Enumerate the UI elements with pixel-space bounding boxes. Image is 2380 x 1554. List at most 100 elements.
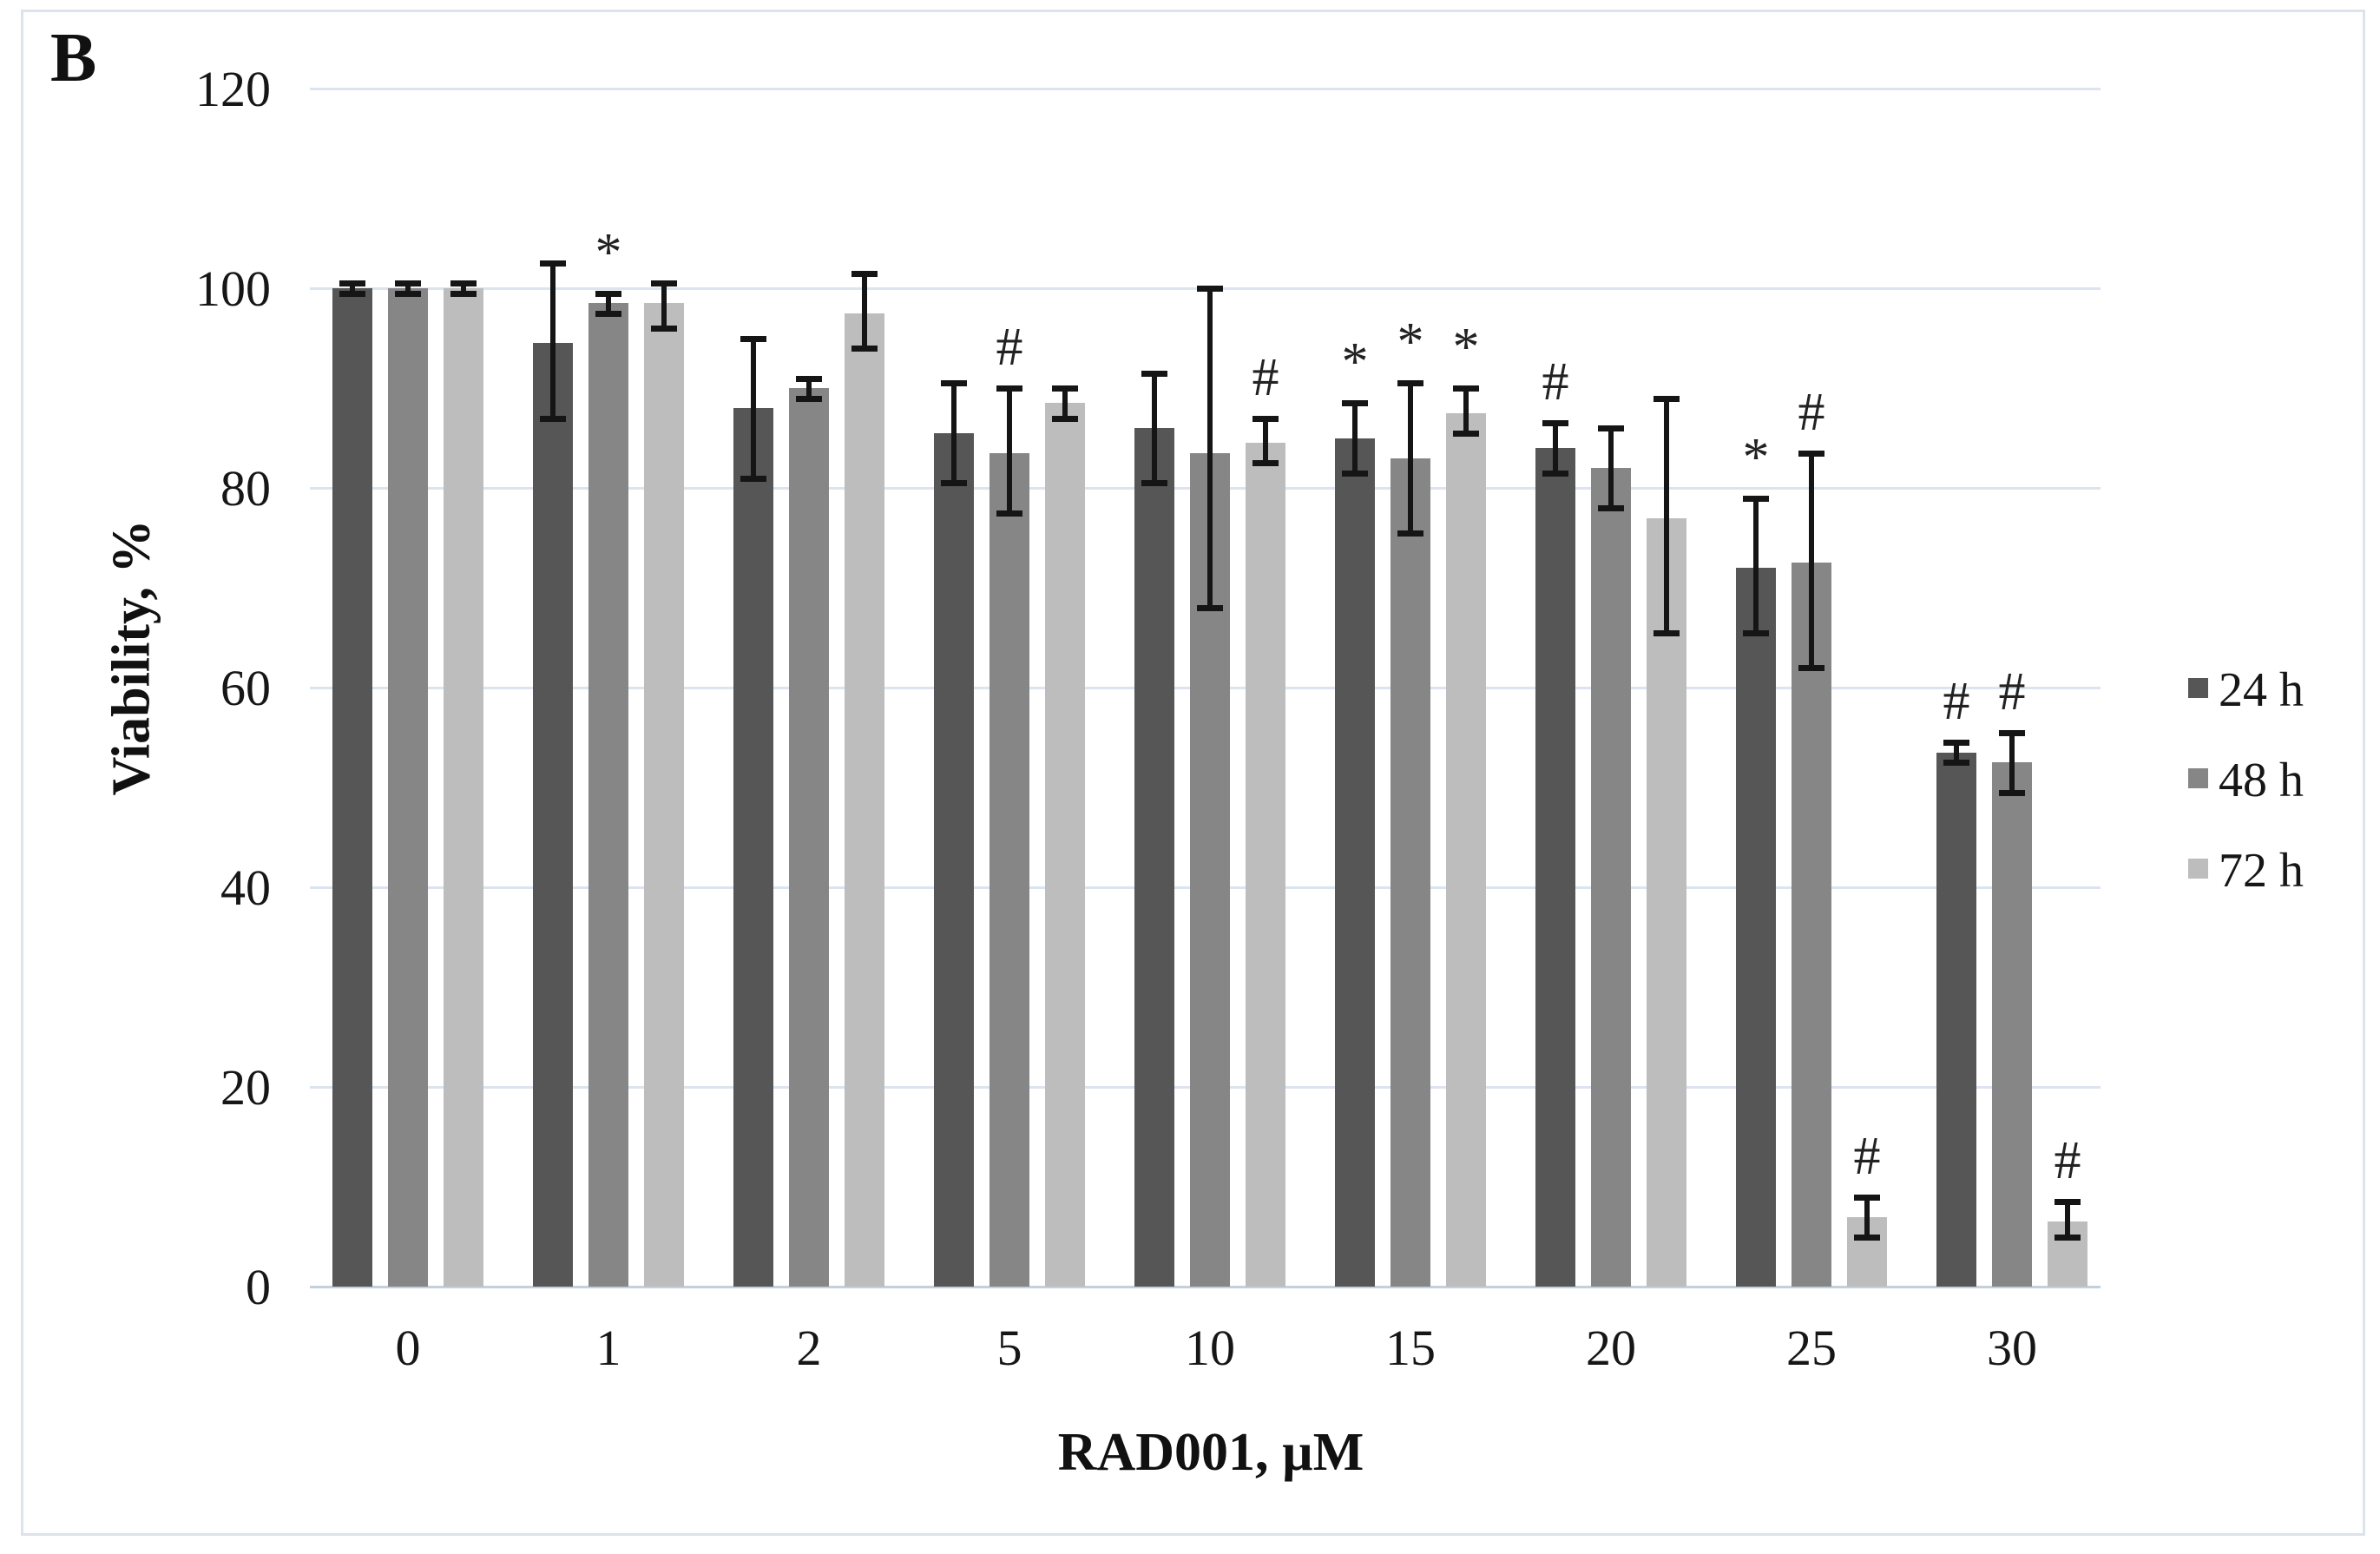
error-bar-cap-bottom (1141, 480, 1167, 487)
bar-48h-dose-1 (588, 303, 628, 1287)
error-bar (606, 293, 611, 313)
error-bar (2009, 732, 2015, 793)
x-tick-label: 5 (996, 1320, 1022, 1376)
error-bar-cap-top (1854, 1194, 1880, 1201)
error-bar (1753, 497, 1759, 633)
error-bar-cap-bottom (796, 395, 822, 402)
error-bar (1608, 428, 1614, 508)
bar-48h-dose-0 (388, 288, 428, 1287)
error-bar-cap-top (1052, 385, 1078, 392)
bar-24h-dose-2 (733, 408, 773, 1287)
y-axis-title: Viability, % (102, 519, 161, 796)
bar-24h-dose-30 (1936, 752, 1976, 1287)
bar-48h-dose-15 (1391, 458, 1430, 1287)
y-tick-label: 120 (195, 61, 271, 117)
error-bar-cap-bottom (339, 290, 365, 297)
bar-24h-dose-20 (1535, 448, 1575, 1287)
bar-48h-dose-20 (1591, 468, 1631, 1287)
bar-24h-dose-15 (1335, 438, 1375, 1287)
significance-marker: # (1853, 1126, 1881, 1186)
bar-48h-dose-5 (989, 452, 1029, 1287)
error-bar-cap-bottom (851, 346, 878, 352)
y-tick-label: 60 (220, 660, 271, 716)
error-bar-cap-bottom (941, 480, 967, 487)
error-bar (862, 273, 867, 348)
error-bar (1553, 423, 1558, 473)
error-bar (1263, 418, 1268, 464)
error-bar-cap-top (1141, 370, 1167, 377)
error-bar-cap-top (1798, 450, 1824, 457)
significance-marker: # (1943, 672, 1970, 732)
bar-72h-dose-15 (1446, 412, 1486, 1287)
error-bar-cap-bottom (595, 310, 621, 317)
bar-72h-dose-5 (1045, 403, 1085, 1287)
x-axis-line (310, 1286, 2101, 1288)
significance-marker: * (595, 222, 622, 282)
error-bar-cap-top (941, 380, 967, 387)
legend-swatch-48h (2188, 768, 2208, 788)
error-bar-cap-bottom (450, 290, 477, 297)
bar-24h-dose-1 (533, 343, 573, 1287)
bar-24h-dose-10 (1134, 428, 1174, 1287)
error-bar-cap-bottom (1854, 1234, 1880, 1241)
error-bar-cap-bottom (1598, 505, 1624, 511)
error-bar-cap-top (651, 280, 677, 287)
x-tick-label: 20 (1586, 1320, 1636, 1376)
error-bar (1352, 403, 1358, 473)
error-bar-cap-top (1342, 400, 1368, 407)
error-bar (1207, 288, 1213, 608)
x-tick-label: 2 (796, 1320, 822, 1376)
error-bar (350, 283, 355, 293)
x-tick-label: 10 (1185, 1320, 1235, 1376)
significance-marker: * (1452, 318, 1480, 377)
bar-72h-dose-1 (644, 303, 684, 1287)
legend-label: 24 h (2219, 663, 2304, 717)
error-bar-cap-bottom (1798, 665, 1824, 671)
y-tick-label: 100 (195, 260, 271, 317)
error-bar (461, 283, 466, 293)
x-tick-label: 25 (1786, 1320, 1837, 1376)
error-bar-cap-bottom (1197, 605, 1223, 611)
error-bar (1463, 388, 1469, 433)
significance-marker: # (1542, 352, 1569, 412)
error-bar-cap-top (595, 290, 621, 297)
bar-48h-dose-2 (789, 388, 829, 1287)
error-bar-cap-top (339, 280, 365, 287)
error-bar-cap-top (996, 385, 1022, 392)
gridline-y-120 (310, 88, 2101, 90)
error-bar-cap-top (1252, 415, 1279, 422)
legend-label: 72 h (2219, 844, 2304, 898)
significance-marker: * (1397, 313, 1424, 372)
error-bar-cap-top (540, 260, 566, 267)
error-bar (1007, 388, 1012, 513)
error-bar-cap-bottom (1943, 760, 1969, 767)
y-tick-label: 20 (220, 1059, 271, 1116)
y-tick-label: 40 (220, 859, 271, 916)
error-bar-cap-top (450, 280, 477, 287)
error-bar-cap-top (1598, 425, 1624, 431)
x-tick-label: 15 (1385, 1320, 1436, 1376)
error-bar (1864, 1196, 1870, 1237)
error-bar-cap-top (796, 375, 822, 382)
error-bar-cap-bottom (1397, 530, 1423, 537)
significance-marker: # (2054, 1131, 2081, 1191)
error-bar (661, 283, 667, 328)
error-bar-cap-bottom (996, 510, 1022, 517)
error-bar-cap-top (1743, 495, 1769, 502)
error-bar-cap-bottom (1999, 789, 2025, 796)
bar-24h-dose-5 (934, 432, 974, 1287)
error-bar-cap-bottom (540, 415, 566, 422)
significance-marker: # (996, 318, 1023, 377)
error-bar-cap-bottom (1453, 430, 1479, 437)
error-bar-cap-bottom (1743, 629, 1769, 636)
error-bar (751, 338, 756, 478)
error-bar-cap-top (395, 280, 421, 287)
bar-24h-dose-25 (1736, 568, 1776, 1287)
error-bar-cap-bottom (395, 290, 421, 297)
x-tick-label: 1 (595, 1320, 621, 1376)
error-bar (550, 263, 556, 418)
error-bar-cap-top (1999, 729, 2025, 736)
significance-marker: # (1252, 347, 1279, 407)
error-bar-cap-top (2055, 1199, 2081, 1206)
